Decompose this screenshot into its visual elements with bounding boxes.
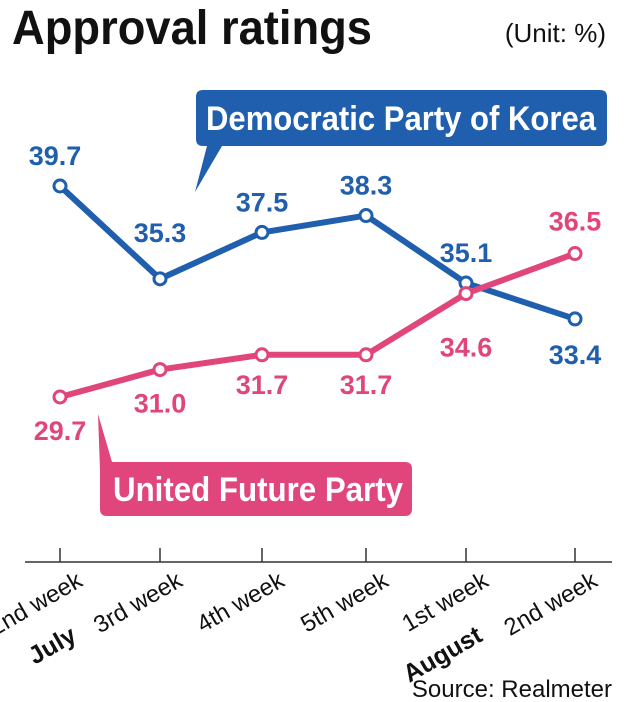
value-label: 37.5 [236, 188, 289, 218]
legend-box [98, 414, 412, 516]
chart-title: Approval ratings [12, 2, 372, 55]
point [152, 271, 168, 287]
x-tick-label: 2nd week [500, 566, 603, 641]
point [567, 246, 583, 262]
x-tick-label: 4th week [192, 566, 290, 638]
point [254, 224, 270, 240]
x-tick-label: 5th week [296, 566, 394, 638]
value-label: 31.0 [134, 389, 187, 419]
value-label: 35.3 [134, 218, 187, 248]
line [57, 183, 576, 322]
value-label: 29.7 [34, 416, 87, 446]
point [52, 178, 68, 194]
value-label: 35.1 [440, 238, 493, 268]
x-tick-label: 1st week [397, 566, 493, 637]
point [52, 389, 68, 405]
point [567, 311, 583, 327]
x-tick-label: 3rd week [89, 566, 188, 639]
value-label: 33.4 [549, 340, 602, 370]
value-label: 36.5 [549, 207, 602, 237]
legend-label: United Future Party [113, 471, 403, 509]
value-label: 31.7 [340, 370, 393, 400]
value-label: 39.7 [29, 141, 82, 171]
value-label: 38.3 [340, 171, 393, 201]
x-tick-label: 2nd week [0, 566, 88, 641]
value-label: 31.7 [236, 370, 289, 400]
line [59, 250, 577, 400]
source: Source: Realmeter [412, 676, 612, 702]
unit-note: (Unit: %) [505, 18, 606, 48]
point [458, 286, 474, 302]
point [152, 362, 168, 378]
point [358, 208, 374, 224]
legend-box [195, 90, 607, 192]
point [254, 347, 270, 363]
legend-label: Democratic Party of Korea [206, 100, 597, 138]
value-label: 34.6 [440, 333, 493, 363]
point [358, 347, 374, 363]
month-label: July [24, 621, 81, 670]
